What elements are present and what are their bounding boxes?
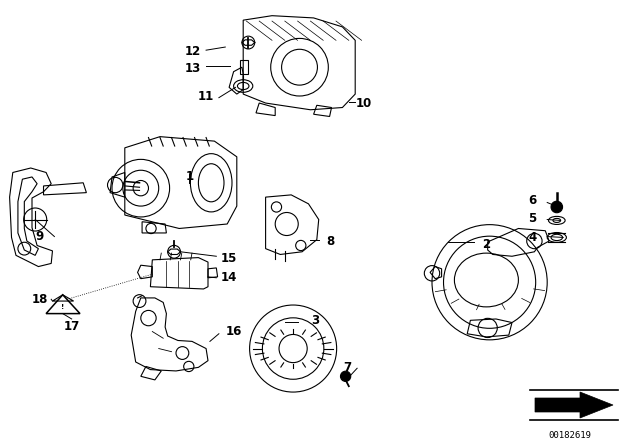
Text: 6: 6 bbox=[529, 194, 536, 207]
Text: 2: 2 bbox=[483, 237, 490, 251]
Text: 00182619: 00182619 bbox=[548, 431, 591, 439]
Text: 9: 9 bbox=[36, 230, 44, 243]
Text: 4: 4 bbox=[529, 231, 536, 244]
Text: 3: 3 bbox=[311, 314, 319, 327]
Circle shape bbox=[551, 201, 563, 213]
Text: 16: 16 bbox=[225, 325, 242, 338]
Text: 14: 14 bbox=[221, 271, 237, 284]
Text: !: ! bbox=[61, 304, 65, 310]
Text: 12: 12 bbox=[185, 45, 202, 58]
Text: 1: 1 bbox=[186, 170, 194, 184]
Text: 11: 11 bbox=[198, 90, 214, 103]
Circle shape bbox=[340, 371, 351, 381]
Polygon shape bbox=[535, 392, 613, 418]
Text: 5: 5 bbox=[529, 212, 536, 225]
Text: 7: 7 bbox=[343, 361, 351, 374]
Text: 17: 17 bbox=[63, 319, 80, 333]
Text: 8: 8 bbox=[326, 234, 334, 248]
Text: 10: 10 bbox=[355, 97, 372, 111]
Bar bbox=[240, 60, 248, 74]
Text: 15: 15 bbox=[221, 252, 237, 266]
Text: 18: 18 bbox=[31, 293, 48, 306]
Text: 13: 13 bbox=[185, 61, 202, 75]
